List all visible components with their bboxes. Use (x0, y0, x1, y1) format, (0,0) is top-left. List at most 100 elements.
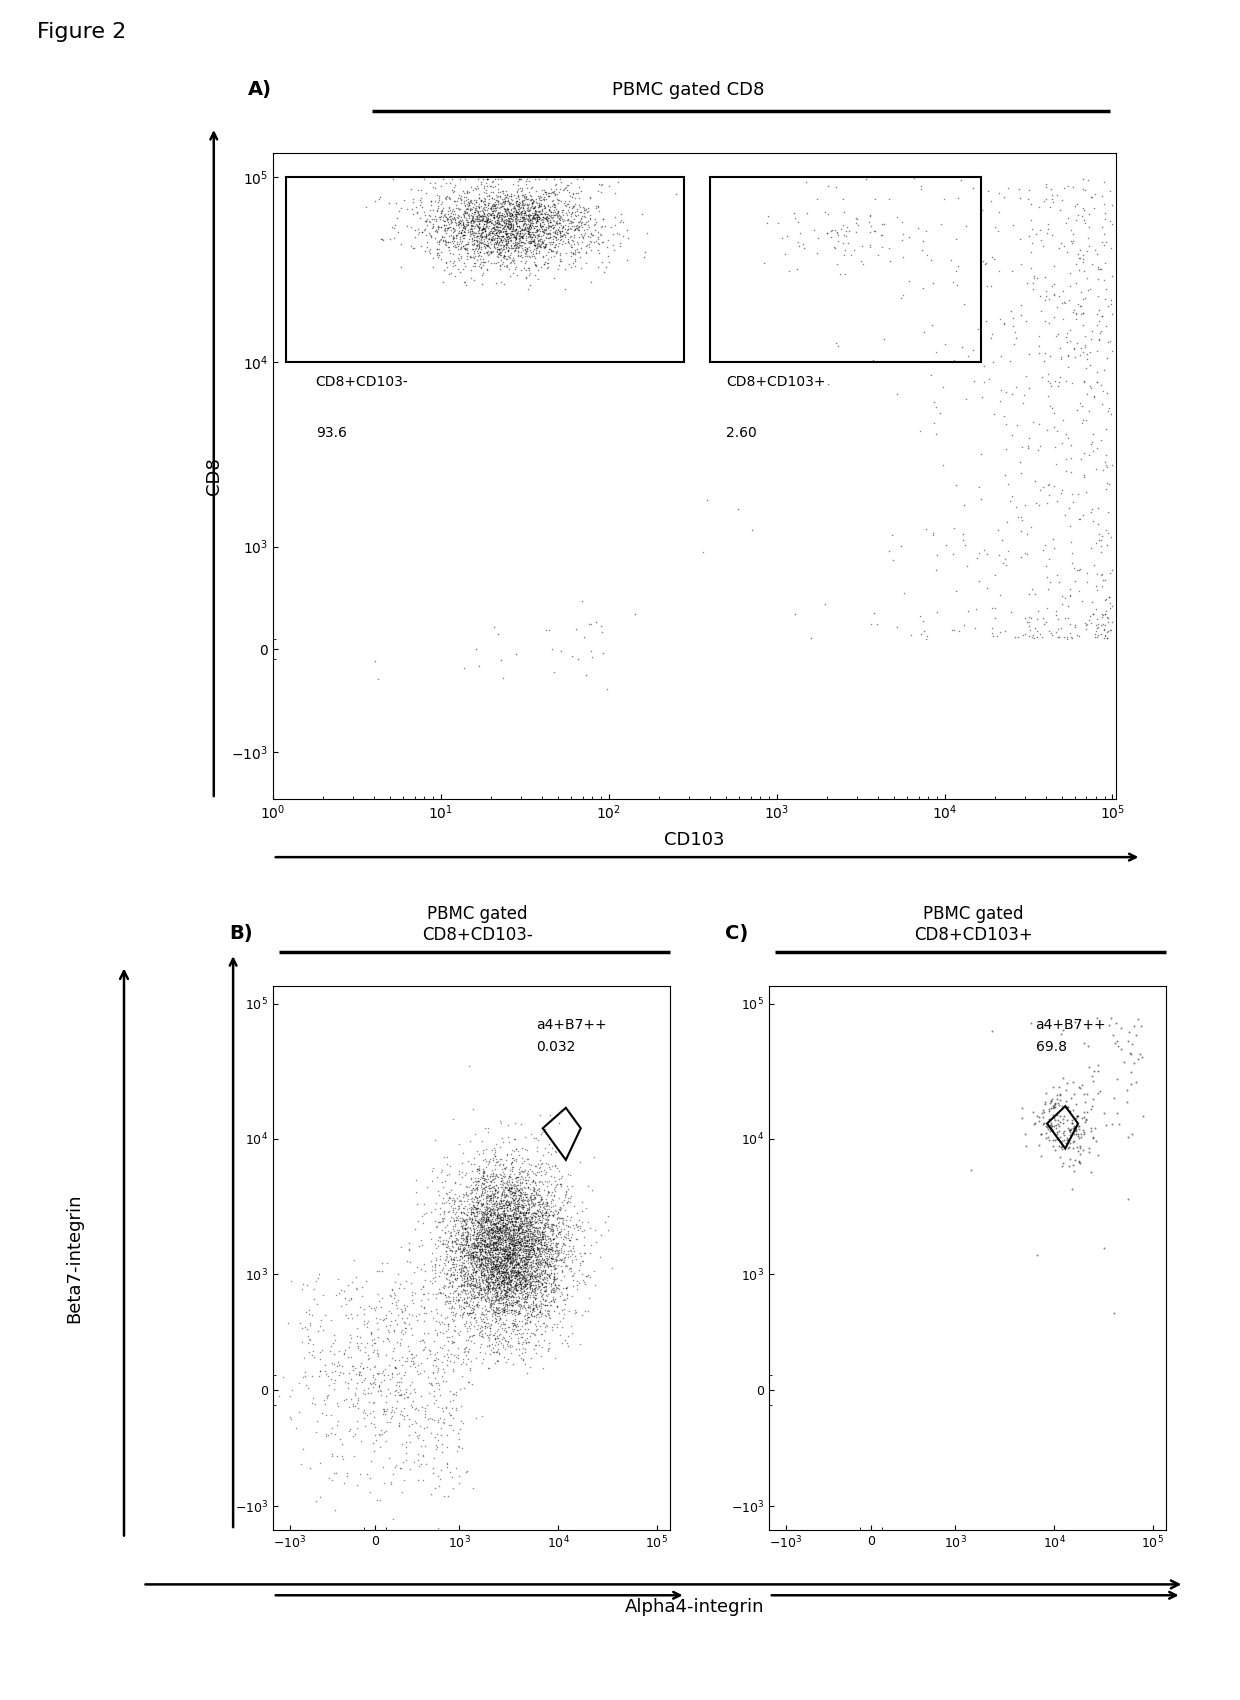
Point (412, 233, 432, 260)
Point (1043, 272, 1063, 299)
Point (434, 1185, 454, 1212)
Point (577, 238, 596, 265)
Point (505, 216, 525, 243)
Point (1068, 558, 1087, 585)
Point (389, 1270, 409, 1297)
Point (521, 1270, 541, 1297)
Point (539, 1202, 559, 1229)
Point (510, 194, 529, 221)
Point (505, 216, 525, 243)
Point (526, 253, 546, 280)
Point (506, 201, 526, 228)
Point (484, 1224, 503, 1251)
Point (1091, 318, 1111, 345)
Point (982, 620, 1002, 648)
Point (503, 1212, 523, 1239)
Point (580, 184, 600, 211)
Point (487, 1243, 507, 1270)
Point (486, 1130, 506, 1158)
Point (453, 1302, 472, 1329)
Point (520, 1265, 539, 1292)
Point (861, 212, 880, 240)
Point (489, 1241, 508, 1268)
Point (477, 207, 497, 235)
Point (408, 216, 428, 243)
Point (591, 212, 611, 240)
Point (534, 1265, 554, 1292)
Point (485, 1227, 505, 1255)
Point (536, 1200, 556, 1227)
Point (508, 1234, 528, 1261)
Point (496, 1238, 516, 1265)
Point (497, 1290, 517, 1318)
Point (443, 1272, 463, 1299)
Point (508, 1329, 528, 1357)
Point (506, 1253, 526, 1280)
Point (361, 1370, 381, 1397)
Point (487, 1238, 507, 1265)
Point (506, 1226, 526, 1253)
Point (589, 230, 609, 257)
Point (494, 1258, 513, 1285)
Point (471, 223, 491, 250)
Point (496, 230, 516, 257)
Point (494, 1217, 513, 1244)
Point (454, 1340, 474, 1367)
Point (1040, 393, 1060, 420)
Point (469, 1273, 489, 1300)
Point (525, 1268, 544, 1295)
Point (453, 1236, 472, 1263)
Point (507, 1204, 527, 1231)
Point (446, 1217, 466, 1244)
Point (1055, 289, 1075, 316)
Point (497, 1239, 517, 1266)
Point (432, 199, 451, 226)
Point (578, 1173, 598, 1200)
Point (523, 1222, 543, 1250)
Point (404, 1375, 424, 1402)
Point (496, 1231, 516, 1258)
Point (517, 1289, 537, 1316)
Point (458, 1227, 477, 1255)
Point (537, 1243, 557, 1270)
Point (502, 1250, 522, 1277)
Point (1065, 343, 1085, 371)
Point (487, 1255, 507, 1282)
Point (510, 1275, 529, 1302)
Point (496, 1244, 516, 1272)
Point (501, 1250, 521, 1277)
Point (523, 1261, 543, 1289)
Point (503, 206, 523, 233)
Point (511, 1255, 531, 1282)
Point (445, 252, 465, 279)
Point (501, 1205, 521, 1232)
Point (502, 235, 522, 262)
Point (498, 1176, 518, 1204)
Point (471, 1216, 491, 1243)
Point (476, 177, 496, 204)
Point (511, 1246, 531, 1273)
Point (490, 216, 510, 243)
Point (440, 1387, 460, 1414)
Point (471, 1251, 491, 1278)
Point (525, 1229, 544, 1256)
Point (529, 1168, 549, 1195)
Point (373, 1418, 393, 1445)
Point (490, 1250, 510, 1277)
Point (517, 1227, 537, 1255)
Point (516, 1270, 536, 1297)
Point (490, 1265, 510, 1292)
Point (516, 1243, 536, 1270)
Point (433, 196, 453, 223)
Point (465, 212, 485, 240)
Point (496, 1188, 516, 1216)
Point (423, 1154, 443, 1182)
Point (491, 192, 511, 219)
Point (503, 1253, 523, 1280)
Point (1047, 1125, 1066, 1153)
Point (439, 1161, 459, 1188)
Point (477, 1205, 497, 1232)
Point (569, 1250, 589, 1277)
Point (461, 1193, 481, 1221)
Point (485, 1236, 505, 1263)
